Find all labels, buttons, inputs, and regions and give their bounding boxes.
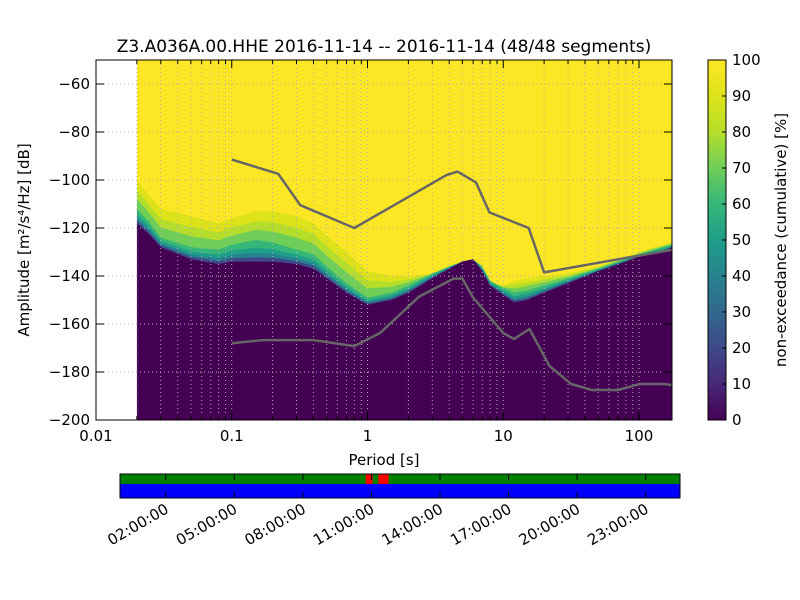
noise-model-lines bbox=[231, 158, 672, 392]
x-tick-label: 0.1 bbox=[220, 427, 244, 445]
timeline-tick-label: 11:00:00 bbox=[310, 500, 377, 549]
colorbar-tick-label: 10 bbox=[732, 375, 751, 393]
timeline-bars bbox=[120, 474, 680, 498]
plot-frame bbox=[95, 59, 673, 421]
high-noise-model-line bbox=[231, 158, 672, 274]
colorbar-ticks: 0 10 20 30 40 50 60 70 80 90 100 bbox=[722, 51, 761, 429]
y-tick-label: −100 bbox=[49, 171, 90, 189]
timeline-tick-label: 23:00:00 bbox=[584, 500, 651, 549]
chart-title: Z3.A036A.00.HHE 2016-11-14 -- 2016-11-14… bbox=[117, 37, 652, 57]
x-axis-ticks: 0.01 0.1 1 10 100 bbox=[79, 60, 653, 445]
colorbar-label: non-exceedance (cumulative) [%] bbox=[772, 113, 790, 367]
segments-bar bbox=[120, 474, 680, 484]
x-tick-label: 100 bbox=[625, 427, 654, 445]
ppsd-plot: 0.01 0.1 1 10 100 −200 −180 −160 −140 −120 −100 −8… bbox=[49, 59, 673, 445]
colorbar-tick-label: 50 bbox=[732, 231, 751, 249]
band-0 bbox=[136, 223, 672, 420]
colorbar: 0 10 20 30 40 50 60 70 80 90 100 non-exceedance (c… bbox=[707, 51, 790, 429]
y-axis-label: Amplitude [m²/s⁴/Hz] [dB] bbox=[15, 143, 33, 336]
timeline-tick-label: 14:00:00 bbox=[379, 500, 446, 549]
colorbar-tick-label: 70 bbox=[732, 159, 751, 177]
y-axis-ticks: −200 −180 −160 −140 −120 −100 −80 −60 bbox=[49, 75, 672, 429]
colorbar-tick-label: 90 bbox=[732, 87, 751, 105]
timeline-tick-label: 05:00:00 bbox=[173, 500, 240, 549]
plot-grid bbox=[95, 60, 672, 421]
x-tick-label: 1 bbox=[363, 427, 373, 445]
colorbar-tick-label: 60 bbox=[732, 195, 751, 213]
x-axis-label: Period [s] bbox=[348, 451, 419, 469]
coverage-bar bbox=[120, 484, 680, 498]
x-tick-label: 0.01 bbox=[79, 427, 112, 445]
y-tick-label: −160 bbox=[49, 315, 90, 333]
segment-timeline: 02:00:00 05:00:00 08:00:00 11:00:00 14:00:00… bbox=[104, 473, 681, 549]
segment-gap bbox=[365, 474, 373, 484]
low-noise-model-line bbox=[231, 277, 672, 392]
colorbar-tick-label: 40 bbox=[732, 267, 751, 285]
y-tick-label: −200 bbox=[49, 411, 90, 429]
timeline-tick-label: 17:00:00 bbox=[447, 500, 514, 549]
x-tick-label: 10 bbox=[494, 427, 513, 445]
y-tick-label: −60 bbox=[58, 75, 90, 93]
y-tick-label: −80 bbox=[58, 123, 90, 141]
y-tick-label: −180 bbox=[49, 363, 90, 381]
timeline-frame bbox=[119, 473, 681, 499]
y-tick-label: −140 bbox=[49, 267, 90, 285]
timeline-tick-label: 20:00:00 bbox=[516, 500, 583, 549]
segment-gap bbox=[378, 474, 389, 484]
colorbar-tick-label: 20 bbox=[732, 339, 751, 357]
colorbar-tick-label: 80 bbox=[732, 123, 751, 141]
colorbar-tick-label: 0 bbox=[732, 411, 742, 429]
timeline-tick-label: 02:00:00 bbox=[104, 500, 171, 549]
timeline-tick-label: 08:00:00 bbox=[242, 500, 309, 549]
colorbar-tick-label: 100 bbox=[732, 51, 761, 69]
colorbar-tick-label: 30 bbox=[732, 303, 751, 321]
ppsd-heatmap bbox=[96, 60, 672, 420]
no-data-region bbox=[96, 60, 137, 420]
y-tick-label: −120 bbox=[49, 219, 90, 237]
